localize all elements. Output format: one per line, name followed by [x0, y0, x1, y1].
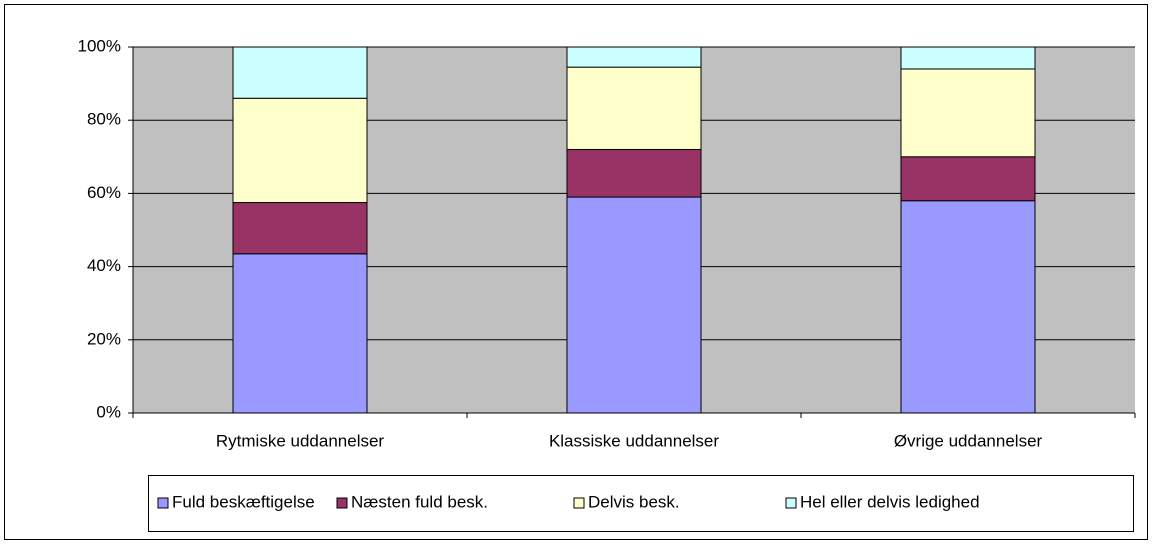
x-tick-label: Rytmiske uddannelser — [216, 431, 385, 450]
legend-swatch — [336, 497, 348, 509]
y-tick-label: 100% — [78, 36, 121, 55]
y-tick-label: 80% — [87, 110, 121, 129]
legend-label: Delvis besk. — [588, 492, 680, 511]
bar-segment — [232, 46, 368, 99]
bar-segment — [900, 46, 1036, 70]
y-tick-label: 0% — [96, 402, 121, 421]
legend-swatch — [157, 497, 169, 509]
y-tick-label: 20% — [87, 329, 121, 348]
bar-segment — [566, 148, 702, 198]
legend-label: Næsten fuld besk. — [351, 492, 488, 511]
bar-segment — [232, 253, 368, 414]
bar-segment — [900, 200, 1036, 414]
legend-swatch — [573, 497, 585, 509]
bar-segment — [566, 66, 702, 150]
x-tick-label: Klassiske uddannelser — [549, 431, 719, 450]
y-tick-label: 60% — [87, 183, 121, 202]
y-tick-label: 40% — [87, 256, 121, 275]
legend-label: Fuld beskæftigelse — [172, 492, 315, 511]
x-tick-label: Øvrige uddannelser — [894, 431, 1043, 450]
bar-segment — [232, 97, 368, 204]
bar-segment — [900, 68, 1036, 158]
legend-swatch — [785, 497, 797, 509]
bar-segment — [900, 156, 1036, 202]
bar-segment — [232, 202, 368, 255]
bar-segment — [566, 196, 702, 414]
legend-box — [148, 475, 1134, 532]
legend-label: Hel eller delvis ledighed — [800, 492, 980, 511]
bar-segment — [566, 46, 702, 68]
